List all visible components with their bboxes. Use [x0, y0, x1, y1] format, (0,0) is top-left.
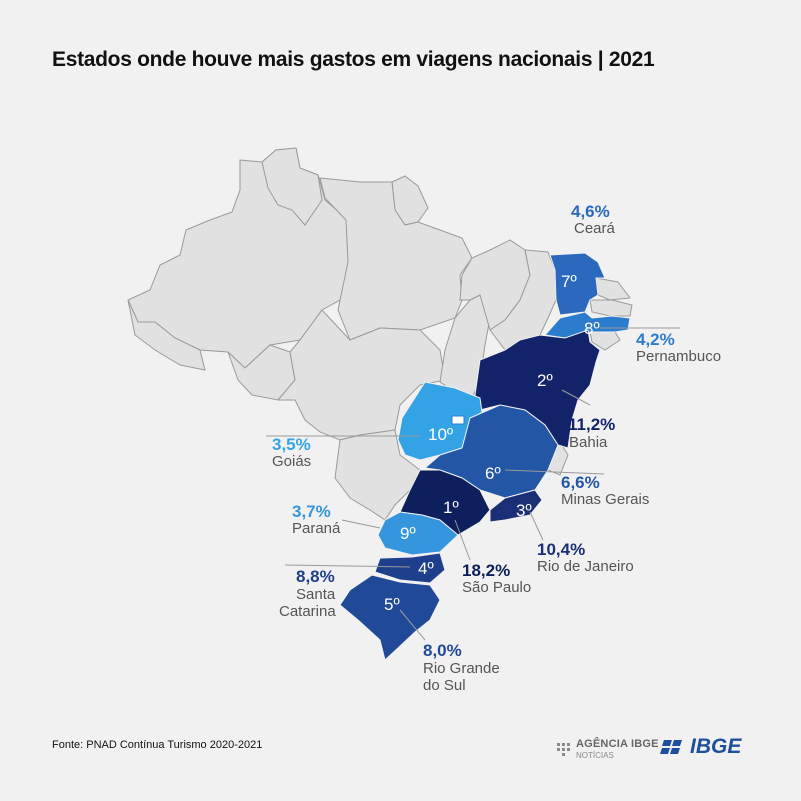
rank-rio-grande: 5º [384, 595, 400, 614]
rank-ceara: 7º [561, 272, 577, 291]
ceara-name: Ceará [574, 220, 615, 237]
pernambuco-value: 4,2% [636, 330, 675, 349]
state-acre [127, 299, 206, 371]
minas-value: 6,6% [561, 473, 600, 492]
leader-line-bahia [561, 389, 591, 406]
state-sao-paulo [399, 469, 491, 536]
state-roraima [261, 147, 323, 226]
rank-minas: 6º [485, 464, 501, 483]
sao-paulo-value: 18,2% [462, 561, 511, 580]
rank-santa-catarina: 4º [418, 559, 434, 578]
rio-grande-name-2: do Sul [423, 677, 466, 694]
rio-value: 10,4% [537, 540, 586, 559]
ibge-logo-text: IBGE [690, 735, 742, 758]
rank-goias: 10º [428, 425, 453, 444]
federal-district [451, 415, 465, 425]
ceara-value: 4,6% [571, 202, 610, 221]
leader-line-sao-paulo [454, 519, 471, 561]
state-rio-grande-do-sul [339, 574, 441, 661]
parana-value: 3,7% [292, 502, 331, 521]
santa-catarina-name-2: Catarina [279, 603, 336, 620]
agencia-ibge-logo: AGÊNCIA IBGE NOTÍCIAS [556, 738, 659, 760]
minas-name: Minas Gerais [561, 491, 650, 508]
ibge-logo-icon [660, 740, 682, 754]
agencia-logo-text: AGÊNCIA IBGE [576, 738, 659, 750]
rank-bahia: 2º [537, 371, 553, 390]
santa-catarina-value: 8,8% [296, 567, 335, 586]
rio-name: Rio de Janeiro [537, 558, 634, 575]
rank-sao-paulo: 1º [443, 498, 459, 517]
rio-grande-value: 8,0% [423, 641, 462, 660]
state-rio-de-janeiro [489, 489, 543, 523]
leader-line-parana [341, 519, 381, 529]
agencia-logo-icon [557, 743, 570, 756]
state-mato-grosso [276, 309, 446, 441]
state-rio-grande-do-norte [595, 277, 631, 301]
bahia-name: Bahia [569, 434, 608, 451]
leader-line-rio-grande [399, 609, 426, 641]
goias-name: Goiás [272, 453, 312, 470]
state-paraiba [589, 299, 633, 317]
rank-parana: 9º [400, 524, 416, 543]
leader-line-santa-catarina [284, 564, 411, 568]
source-note: Fonte: PNAD Contínua Turismo 2020-2021 [52, 739, 263, 751]
state-parana [377, 511, 459, 556]
bahia-value: 11,2% [568, 415, 616, 434]
rank-pernambuco: 8º [584, 319, 600, 338]
sao-paulo-name: São Paulo [462, 579, 532, 596]
state-santa-catarina [374, 552, 446, 584]
chart-title: Estados onde houve mais gastos em viagen… [52, 48, 655, 71]
state-mato-grosso-do-sul [334, 429, 421, 521]
pernambuco-name: Pernambuco [636, 348, 722, 365]
santa-catarina-name-1: Santa [296, 586, 336, 603]
agencia-logo-subtext: NOTÍCIAS [576, 751, 614, 760]
leader-line-minas [504, 469, 605, 475]
goias-value: 3,5% [272, 435, 311, 454]
rank-rio: 3º [516, 501, 532, 520]
rio-grande-name-1: Rio Grande [423, 660, 500, 677]
ibge-logo: IBGE [660, 735, 741, 759]
parana-name: Paraná [292, 520, 341, 537]
leader-line-rio [529, 511, 544, 541]
state-ceara [549, 252, 606, 316]
